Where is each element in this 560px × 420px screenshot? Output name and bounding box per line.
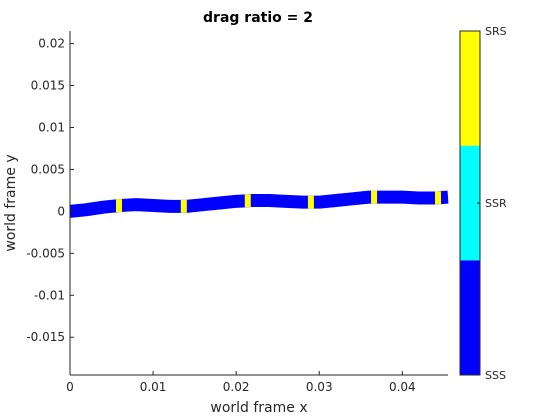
colorbar-segment <box>460 145 480 261</box>
state-marker <box>435 191 442 205</box>
colorbar-tick-label: SRS <box>485 25 507 38</box>
x-tick-label: 0.02 <box>223 380 250 394</box>
y-tick-label: -0.015 <box>26 330 65 344</box>
trajectory <box>69 190 449 218</box>
y-axis-label: world frame y <box>3 154 19 251</box>
state-markers <box>116 190 442 213</box>
plot-area <box>69 31 449 376</box>
y-tick-label: 0 <box>57 204 65 218</box>
colorbar-tick-label: SSR <box>485 197 507 210</box>
state-marker <box>307 195 314 209</box>
colorbar-tick-label: SSS <box>485 369 506 382</box>
y-tick-label: 0.01 <box>38 120 65 134</box>
x-axis-label: world frame x <box>210 400 307 416</box>
state-marker <box>371 190 378 204</box>
y-tick-label: -0.01 <box>34 288 65 302</box>
state-marker <box>244 194 251 208</box>
y-tick-label: 0.005 <box>31 162 65 176</box>
y-ticks: 0.02 0.015 0.01 0.005 0 -0.005 -0.01 -0.015 <box>26 37 74 344</box>
chart-title: drag ratio = 2 <box>203 10 313 26</box>
x-tick-label: 0.01 <box>140 380 167 394</box>
state-marker <box>116 199 123 213</box>
x-tick-label: 0 <box>66 380 74 394</box>
trajectory-band <box>69 190 449 218</box>
y-tick-label: -0.005 <box>26 246 65 260</box>
y-tick-label: 0.02 <box>38 37 65 51</box>
x-ticks: 0 0.01 0.02 0.03 0.04 <box>66 371 416 394</box>
colorbar: SSS SSR SRS <box>459 25 507 382</box>
colorbar-segment <box>460 260 480 375</box>
state-marker <box>180 199 187 213</box>
y-tick-label: 0.015 <box>31 79 65 93</box>
x-tick-label: 0.04 <box>389 380 416 394</box>
x-tick-label: 0.03 <box>306 380 333 394</box>
colorbar-segment <box>460 31 480 146</box>
